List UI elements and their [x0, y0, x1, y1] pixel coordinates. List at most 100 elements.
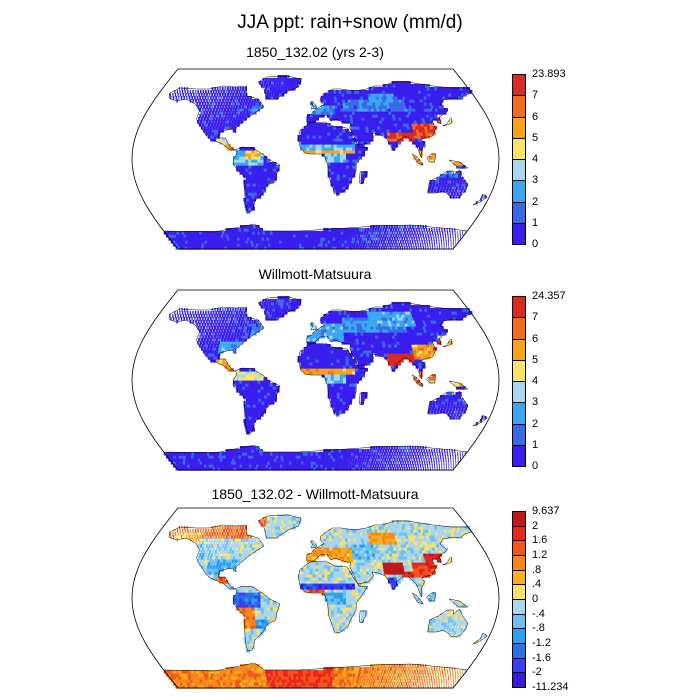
grid-cell	[297, 452, 302, 456]
grid-cell	[327, 174, 332, 178]
grid-cell	[351, 359, 356, 363]
grid-cell	[451, 228, 453, 232]
grid-cell	[327, 467, 330, 471]
grid-cell	[406, 93, 412, 97]
grid-cell	[217, 467, 223, 471]
grid-cell	[373, 452, 376, 456]
grid-cell	[237, 243, 242, 247]
grid-cell	[253, 189, 258, 193]
grid-cell	[306, 246, 310, 250]
grid-cell	[298, 243, 303, 247]
grid-cell	[366, 461, 369, 465]
grid-cell	[373, 341, 378, 345]
grid-cell	[376, 329, 381, 333]
grid-cell	[434, 102, 440, 106]
grid-cell	[343, 243, 347, 247]
grid-cell	[213, 138, 217, 142]
grid-cell	[244, 87, 247, 91]
grid-cell	[415, 141, 420, 145]
grid-cell	[376, 341, 381, 345]
grid-cell	[312, 356, 317, 360]
grid-cell	[242, 153, 246, 157]
grid-cell	[251, 377, 255, 381]
grid-cell	[260, 383, 265, 387]
map-boundary	[131, 68, 500, 250]
grid-cell	[276, 81, 279, 85]
grid-cell	[343, 231, 346, 235]
grid-cell	[231, 323, 234, 327]
grid-cell	[411, 458, 413, 462]
grid-cell	[331, 323, 336, 327]
grid-cell	[210, 311, 212, 315]
grid-cell	[251, 150, 256, 154]
grid-cell	[445, 458, 447, 462]
grid-cell	[432, 323, 437, 327]
grid-cell	[348, 392, 353, 396]
grid-cell	[409, 461, 412, 465]
grid-cell	[420, 455, 422, 459]
grid-cell	[214, 231, 219, 235]
grid-cell	[213, 314, 216, 318]
grid-cell	[345, 467, 349, 471]
grid-cell	[438, 228, 441, 232]
grid-cell	[212, 317, 215, 321]
grid-cell	[425, 105, 430, 109]
grid-cell	[435, 320, 441, 324]
grid-cell	[393, 135, 398, 139]
grid-cell	[237, 341, 241, 345]
grid-cell	[458, 395, 462, 399]
grid-cell	[248, 165, 253, 169]
grid-cell	[323, 228, 327, 232]
grid-cell	[412, 240, 414, 244]
grid-cell	[201, 126, 204, 130]
grid-cell	[455, 458, 457, 462]
grid-cell	[426, 102, 432, 106]
grid-cell	[360, 234, 363, 238]
grid-cell	[374, 320, 379, 324]
grid-cell	[460, 458, 461, 462]
grid-cell	[424, 231, 426, 235]
grid-cell	[342, 392, 347, 396]
grid-cell	[242, 87, 245, 91]
grid-cell	[428, 240, 431, 244]
grid-cell	[325, 240, 328, 244]
grid-cell	[232, 383, 237, 387]
grid-cell	[377, 126, 382, 130]
grid-cell	[228, 323, 232, 327]
grid-cell	[226, 323, 229, 327]
grid-cell	[248, 416, 253, 420]
grid-cell	[363, 332, 368, 336]
grid-cell	[345, 246, 349, 250]
grid-cell	[218, 108, 221, 112]
grid-cell	[342, 147, 347, 151]
grid-cell	[384, 108, 390, 112]
grid-cell	[346, 383, 350, 387]
grid-cell	[402, 332, 407, 336]
grid-cell	[369, 114, 374, 118]
grid-cell	[332, 234, 336, 238]
grid-cell	[347, 458, 350, 462]
grid-cell	[259, 458, 264, 462]
grid-cell	[413, 246, 415, 250]
grid-cell	[249, 401, 254, 405]
grid-cell	[349, 332, 353, 336]
grid-cell	[366, 353, 370, 357]
grid-cell	[342, 150, 347, 154]
grid-cell	[312, 117, 317, 121]
grid-cell	[373, 231, 376, 235]
grid-cell	[405, 311, 410, 315]
grid-cell	[240, 120, 244, 124]
grid-cell	[246, 183, 251, 187]
grid-cell	[234, 231, 239, 235]
grid-cell	[392, 335, 397, 339]
grid-cell	[354, 329, 359, 333]
grid-cell	[460, 177, 464, 181]
grid-cell	[353, 347, 358, 351]
grid-cell	[439, 398, 443, 402]
grid-cell	[420, 108, 426, 112]
grid-cell	[424, 111, 430, 115]
grid-cell	[417, 326, 422, 330]
grid-cell	[341, 464, 345, 468]
grid-cell	[452, 234, 454, 238]
grid-cell	[225, 96, 228, 100]
